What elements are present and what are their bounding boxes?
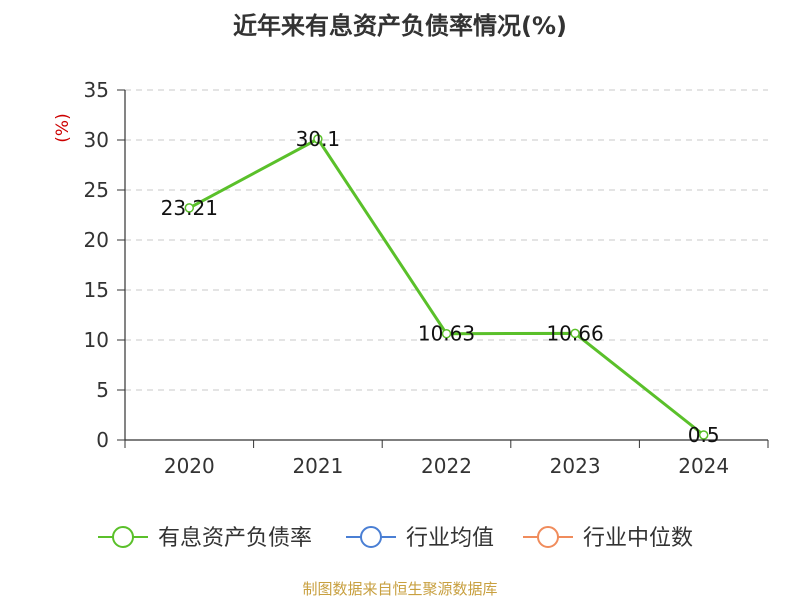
data-point [570, 328, 580, 339]
legend-item[interactable]: 行业均值 [346, 526, 494, 551]
data-point [184, 203, 195, 213]
y-tick-label: 30 [84, 128, 109, 152]
legend-label: 行业中位数 [583, 526, 693, 551]
y-tick-label: 15 [84, 278, 109, 302]
y-tick-label: 5 [96, 378, 109, 402]
y-tick-label: 20 [84, 228, 109, 252]
gridlines [125, 89, 768, 391]
legend-item[interactable]: 行业中位数 [523, 526, 693, 551]
y-tick-label: 25 [84, 178, 109, 202]
legend-marker [112, 526, 134, 548]
data-label: 10.66 [546, 321, 603, 345]
x-tick-label: 2023 [550, 454, 601, 478]
data-label: 10.63 [418, 322, 475, 346]
x-tick-label: 2020 [164, 454, 215, 478]
chart-title: 近年来有息资产负债率情况(%) [233, 12, 567, 40]
source-note: 制图数据来自恒生聚源数据库 [302, 580, 498, 598]
data-label: 30.1 [296, 127, 341, 151]
data-labels: 23.21 30.1 10.63 10.66 0.5 [161, 127, 720, 447]
legend[interactable]: 有息资产负债率 行业均值 行业中位数 [98, 526, 693, 551]
data-point [441, 328, 452, 339]
x-tick-label: 2022 [421, 454, 472, 478]
x-tick-label: 2021 [292, 454, 343, 478]
y-tick-label: 35 [84, 78, 109, 102]
x-tick-label: 2024 [678, 454, 729, 478]
data-label: 23.21 [161, 196, 218, 220]
data-label: 0.5 [688, 423, 720, 447]
y-tick-label: 10 [84, 328, 109, 352]
data-point [313, 134, 323, 144]
legend-marker [360, 526, 382, 548]
y-tick-label: 0 [96, 428, 109, 452]
series-line-有息资产负债率 [188, 137, 705, 437]
legend-label: 有息资产负债率 [158, 526, 312, 551]
legend-marker [537, 526, 559, 548]
data-point [698, 430, 709, 440]
y-axis-unit-label: (%) [53, 113, 73, 142]
axes: 0 5 10 15 20 25 30 35 2020 2021 2022 2023 2024 (%) [53, 78, 769, 478]
legend-item[interactable]: 有息资产负债率 [98, 526, 312, 551]
legend-label: 行业均值 [406, 526, 494, 551]
series-layer [184, 134, 709, 440]
